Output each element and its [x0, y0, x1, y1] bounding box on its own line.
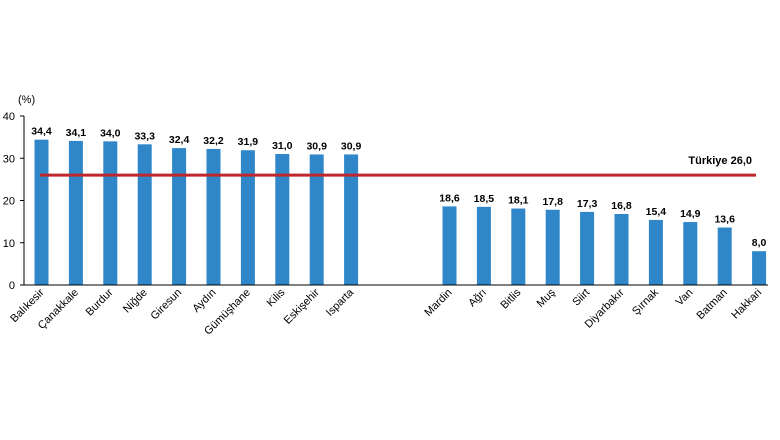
data-label: 34,1 [66, 127, 87, 139]
category-label: Mardin [422, 287, 454, 319]
data-label: 34,0 [100, 127, 121, 139]
bars-group [34, 139, 767, 285]
category-label: Eskişehir [282, 286, 322, 326]
data-label: 18,5 [474, 193, 495, 205]
data-label: 33,3 [134, 130, 155, 142]
bar [68, 140, 83, 285]
axes-group [23, 116, 768, 286]
category-label: Van [674, 287, 696, 309]
y-tick-label: 40 [3, 111, 15, 123]
y-tick-label: 20 [3, 196, 15, 208]
data-label: 15,4 [646, 206, 667, 218]
category-label: Batman [695, 287, 730, 322]
y-tick-label: 30 [3, 153, 15, 165]
data-label: 32,2 [203, 135, 224, 147]
data-label: 32,4 [169, 134, 190, 146]
bar [137, 144, 152, 285]
category-label: Muş [535, 286, 559, 310]
y-axis-ticks: 0 10 20 30 40 [3, 111, 24, 292]
data-label: 18,1 [508, 195, 529, 207]
bar [752, 251, 767, 285]
bar [683, 222, 698, 285]
category-label: Isparta [324, 286, 357, 319]
reference-line-group: Türkiye 26,0 [40, 155, 756, 177]
data-label: 31,0 [272, 140, 293, 152]
data-label: 17,3 [577, 198, 598, 210]
category-label: Niğde [121, 287, 150, 316]
bar [511, 208, 526, 285]
data-label: 18,6 [439, 192, 460, 204]
data-label: 17,8 [542, 196, 563, 208]
bar [275, 154, 290, 285]
y-tick-label: 0 [9, 280, 15, 292]
category-label: Kilis [265, 286, 288, 309]
data-label: 14,9 [680, 208, 701, 220]
data-label: 16,8 [611, 200, 632, 212]
data-label: 30,9 [306, 140, 327, 152]
bar [476, 206, 491, 285]
data-labels-group: 34,4 34,1 34,0 33,3 32,4 32,2 31,9 31,0 30,9 30,9… [31, 126, 766, 250]
data-label: 8,0 [752, 237, 767, 249]
category-label: Şırnak [630, 286, 661, 317]
category-label: Burdur [84, 286, 116, 318]
data-label: 13,6 [714, 214, 735, 226]
bar [172, 148, 187, 285]
category-label: Ağrı [466, 287, 489, 310]
bar [240, 150, 255, 285]
reference-line-label: Türkiye 26,0 [688, 155, 752, 167]
y-tick-label: 10 [3, 238, 15, 250]
data-label: 34,4 [31, 126, 52, 138]
category-label: Aydın [190, 287, 218, 315]
bar [344, 154, 359, 285]
bar [103, 141, 118, 285]
category-label: Giresun [148, 287, 184, 323]
bar [717, 227, 732, 285]
data-label: 30,9 [341, 140, 362, 152]
category-label: Bitlis [499, 286, 524, 311]
bar [580, 211, 595, 285]
bar [442, 206, 457, 285]
bar [614, 214, 629, 285]
bar [206, 148, 221, 285]
data-label: 31,9 [238, 136, 259, 148]
y-axis-unit-label: (%) [18, 94, 35, 106]
bar [34, 139, 49, 285]
category-label: Siirt [570, 287, 592, 309]
bar [309, 154, 324, 285]
category-label: Hakkari [729, 287, 764, 322]
bar [545, 209, 560, 285]
bar [648, 219, 663, 285]
